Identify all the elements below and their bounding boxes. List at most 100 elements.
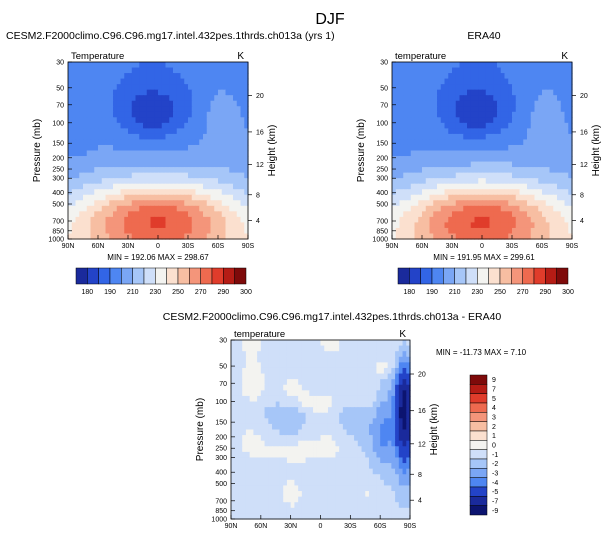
field-cell [545,84,551,91]
field-cell [150,205,155,212]
field-cell [399,84,404,91]
field-cell [146,89,152,96]
colorbar-label: 210 [449,289,461,296]
field-cell [354,485,359,492]
field-cell [530,62,536,69]
field-cell [301,384,307,391]
field-cell [101,78,107,85]
field-cell [549,84,554,91]
field-cell [158,183,163,190]
field-cell [94,167,99,174]
field-cell [354,491,359,498]
field-cell [549,133,554,141]
field-cell [553,133,558,141]
field-cell [527,73,532,80]
field-cell [508,222,513,229]
colorbar-box [499,267,512,285]
field-cell [320,345,325,352]
field-cell [448,200,453,207]
field-cell [327,407,333,414]
field-cell [380,502,385,509]
field-cell [320,468,325,475]
field-cell [231,457,236,464]
field-cell [463,227,468,235]
field-cell [538,128,543,135]
field-cell [342,429,348,436]
field-cell [131,161,137,168]
field-cell [68,216,73,224]
field-cell [331,362,337,369]
field-cell [128,183,133,190]
field-cell [425,161,431,168]
field-cell [368,457,374,464]
field-cell [444,167,449,174]
field-cell [342,463,348,470]
field-cell [530,89,536,96]
field-cell [398,340,404,347]
field-cell [234,513,240,520]
y-tick-label: 500 [52,202,64,209]
field-cell [94,78,99,85]
field-cell [279,401,284,408]
field-cell [86,117,92,124]
field-cell [365,384,370,391]
field-cell [418,167,423,174]
field-cell [425,216,431,224]
field-cell [184,89,189,96]
field-cell [98,62,103,69]
field-cell [448,205,453,212]
field-cell [557,194,562,201]
field-cell [165,200,170,207]
field-cell [199,205,204,212]
field-cell [372,485,378,492]
field-cell [286,491,292,498]
field-cell [253,491,258,498]
field-cell [440,144,446,152]
field-cell [188,122,193,129]
field-cell [406,395,411,403]
field-cell [459,89,464,96]
figure-title: DJF [315,11,345,28]
field-cell [206,150,212,157]
field-cell [233,78,238,85]
field-cell [75,178,80,185]
field-cell [440,122,446,129]
field-cell [71,67,77,74]
field-cell [372,395,378,403]
field-cell [519,144,524,152]
field-cell [272,351,277,358]
field-cell [414,200,419,207]
field-cell [225,144,230,152]
field-cell [253,384,258,391]
field-cell [474,178,479,185]
field-cell [383,412,389,419]
field-cell [229,222,234,229]
field-cell [94,111,99,118]
field-cell [542,117,547,124]
field-cell [395,222,401,229]
field-cell [169,117,174,124]
field-cell [523,111,528,118]
field-cell [425,150,431,157]
field-cell [437,178,442,185]
field-cell [437,133,442,141]
field-cell [225,211,230,218]
field-cell [233,172,238,179]
field-cell [398,429,404,436]
field-cell [368,446,374,453]
field-cell [542,73,547,80]
field-cell [225,200,230,207]
field-cell [478,128,483,135]
field-cell [86,62,92,69]
field-cell [233,222,238,229]
field-cell [68,183,73,190]
height-tick-label: 8 [418,472,422,479]
field-cell [399,100,404,107]
field-cell [146,106,152,113]
field-cell [169,128,174,135]
field-cell [158,222,163,229]
field-cell [180,216,185,224]
field-cell [290,401,295,408]
field-cell [433,200,438,207]
field-cell [474,227,479,235]
